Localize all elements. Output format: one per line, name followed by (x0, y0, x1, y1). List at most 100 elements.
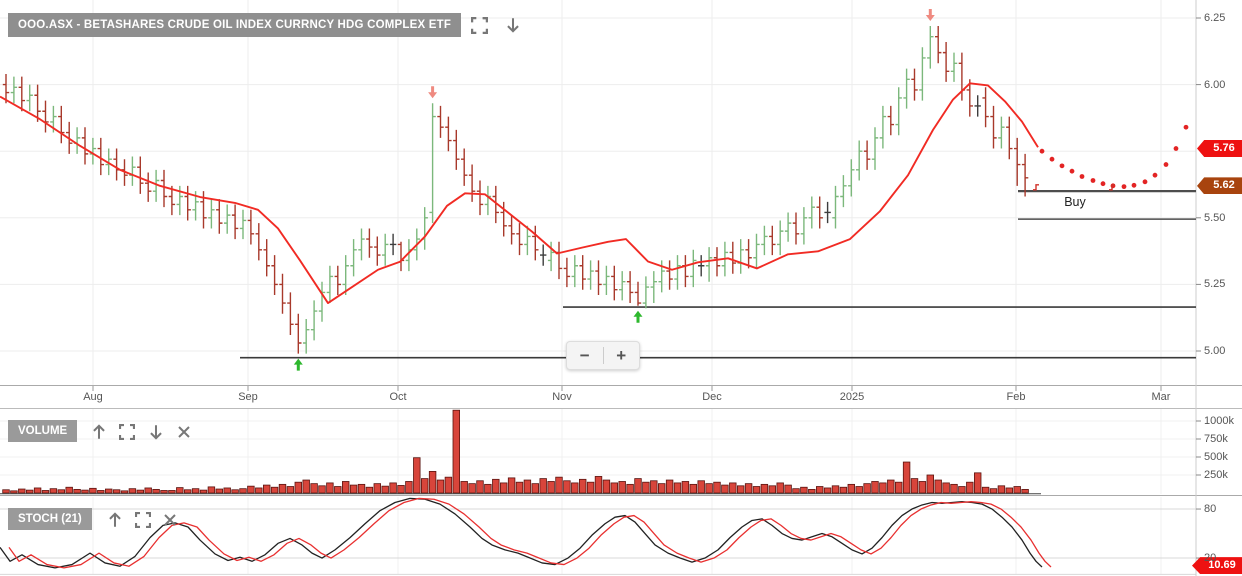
volume-bar (650, 480, 658, 494)
ohlc-bar (666, 260, 673, 290)
ohlc-bar (729, 241, 736, 274)
ohlc-bar (168, 185, 176, 216)
volume-bar (839, 486, 848, 494)
volume-bar (847, 483, 855, 494)
ohlc-bar (579, 255, 586, 290)
volume-bar (681, 481, 690, 494)
ohlc-bar (97, 137, 104, 176)
ohlc-bar (856, 140, 863, 181)
ohlc-bar (816, 196, 823, 229)
volume-move-down-icon[interactable] (147, 423, 165, 441)
volume-bar (57, 489, 65, 494)
volume-bar (958, 486, 966, 494)
ohlc-bar (73, 127, 81, 154)
volume-bar (18, 488, 26, 494)
ohlc-bar (184, 185, 191, 221)
volume-bar (563, 480, 571, 494)
ohlc-bar (800, 207, 808, 245)
volume-bar (199, 489, 208, 494)
stoch-close-icon[interactable] (162, 512, 180, 530)
ohlc-bar (421, 207, 428, 250)
stoch-fullscreen-icon[interactable] (135, 512, 153, 530)
volume-bar (405, 481, 413, 494)
ohlc-bar (224, 204, 231, 234)
ohlc-bar (642, 276, 650, 309)
move-panel-down-icon[interactable] (504, 16, 522, 34)
volume-bar (105, 488, 113, 494)
ohlc-bar (26, 84, 33, 112)
volume-bar (310, 483, 318, 494)
volume-bar (808, 488, 816, 494)
volume-bar (981, 486, 990, 494)
ohlc-bar (231, 204, 239, 240)
volume-bar (10, 490, 18, 494)
ohlc-bar (942, 41, 950, 82)
ohlc-bar (1014, 137, 1021, 186)
ohlc-bar (255, 223, 262, 261)
volume-bar (507, 477, 516, 494)
buy-arrow-up-icon (293, 358, 303, 371)
ohlc-bar (437, 105, 444, 138)
ohlc-bar (216, 199, 223, 234)
volume-bar (721, 484, 729, 494)
volume-bar (926, 474, 934, 494)
price-axis-label: 6.00 (1204, 78, 1226, 91)
volume-bar (152, 488, 160, 494)
zoom-out-button[interactable]: − (579, 346, 590, 365)
ohlc-bar (18, 76, 25, 112)
ohlc-bar (769, 225, 776, 256)
ohlc-bar (840, 175, 847, 208)
ohlc-bar (303, 319, 310, 354)
price-axis-label: 6.25 (1204, 12, 1226, 24)
volume-bar (397, 485, 405, 494)
volume-panel-label: VOLUME (8, 420, 78, 442)
ohlc-bar (295, 313, 302, 354)
volume-bar (658, 483, 666, 494)
ohlc-bar (974, 95, 981, 117)
ohlc-bar (382, 233, 389, 266)
ohlc-bar (990, 105, 997, 149)
forecast-dot (1152, 172, 1158, 178)
ohlc-bar (334, 265, 341, 296)
ohlc-bar (998, 116, 1005, 149)
volume-bar (476, 480, 484, 494)
ohlc-bar (911, 68, 918, 101)
volume-bar (942, 482, 950, 494)
ohlc-bar (563, 257, 571, 288)
fullscreen-icon[interactable] (471, 17, 489, 35)
ohlc-bar (848, 159, 855, 197)
ohlc-bar (508, 215, 515, 245)
volume-bar (594, 476, 603, 494)
volume-close-icon[interactable] (176, 424, 194, 442)
forecast-dot (1163, 162, 1169, 167)
volume-move-up-icon[interactable] (90, 423, 108, 441)
volume-bar (642, 481, 650, 494)
ohlc-bar (682, 255, 689, 288)
ohlc-bar (619, 271, 626, 301)
ohlc-bar (903, 68, 910, 109)
volume-fullscreen-icon[interactable] (119, 424, 137, 442)
volume-bar (33, 487, 42, 494)
ohlc-bar (927, 25, 934, 69)
date-axis-label: Feb (1006, 391, 1026, 403)
volume-bar (1005, 487, 1013, 494)
volume-bar (89, 487, 97, 494)
zoom-in-button[interactable]: + (616, 346, 627, 365)
ohlc-bar (129, 156, 136, 186)
ohlc-bar (350, 239, 357, 277)
ohlc-bar (492, 185, 499, 224)
forecast-dot (1069, 168, 1075, 174)
volume-bar (816, 486, 824, 494)
volume-bar (902, 461, 911, 494)
volume-bar (2, 489, 10, 494)
volume-bar (499, 482, 508, 494)
volume-bar (428, 470, 437, 494)
volume-axis-label: 250k (1204, 469, 1228, 481)
stoch-axis-label: 20 (1204, 552, 1217, 565)
ohlc-bar (863, 140, 871, 170)
ohlc-bar (287, 292, 294, 336)
entry-step-mark (1109, 184, 1115, 191)
stoch-move-up-icon[interactable] (106, 511, 124, 529)
ohlc-bar (1006, 116, 1013, 160)
